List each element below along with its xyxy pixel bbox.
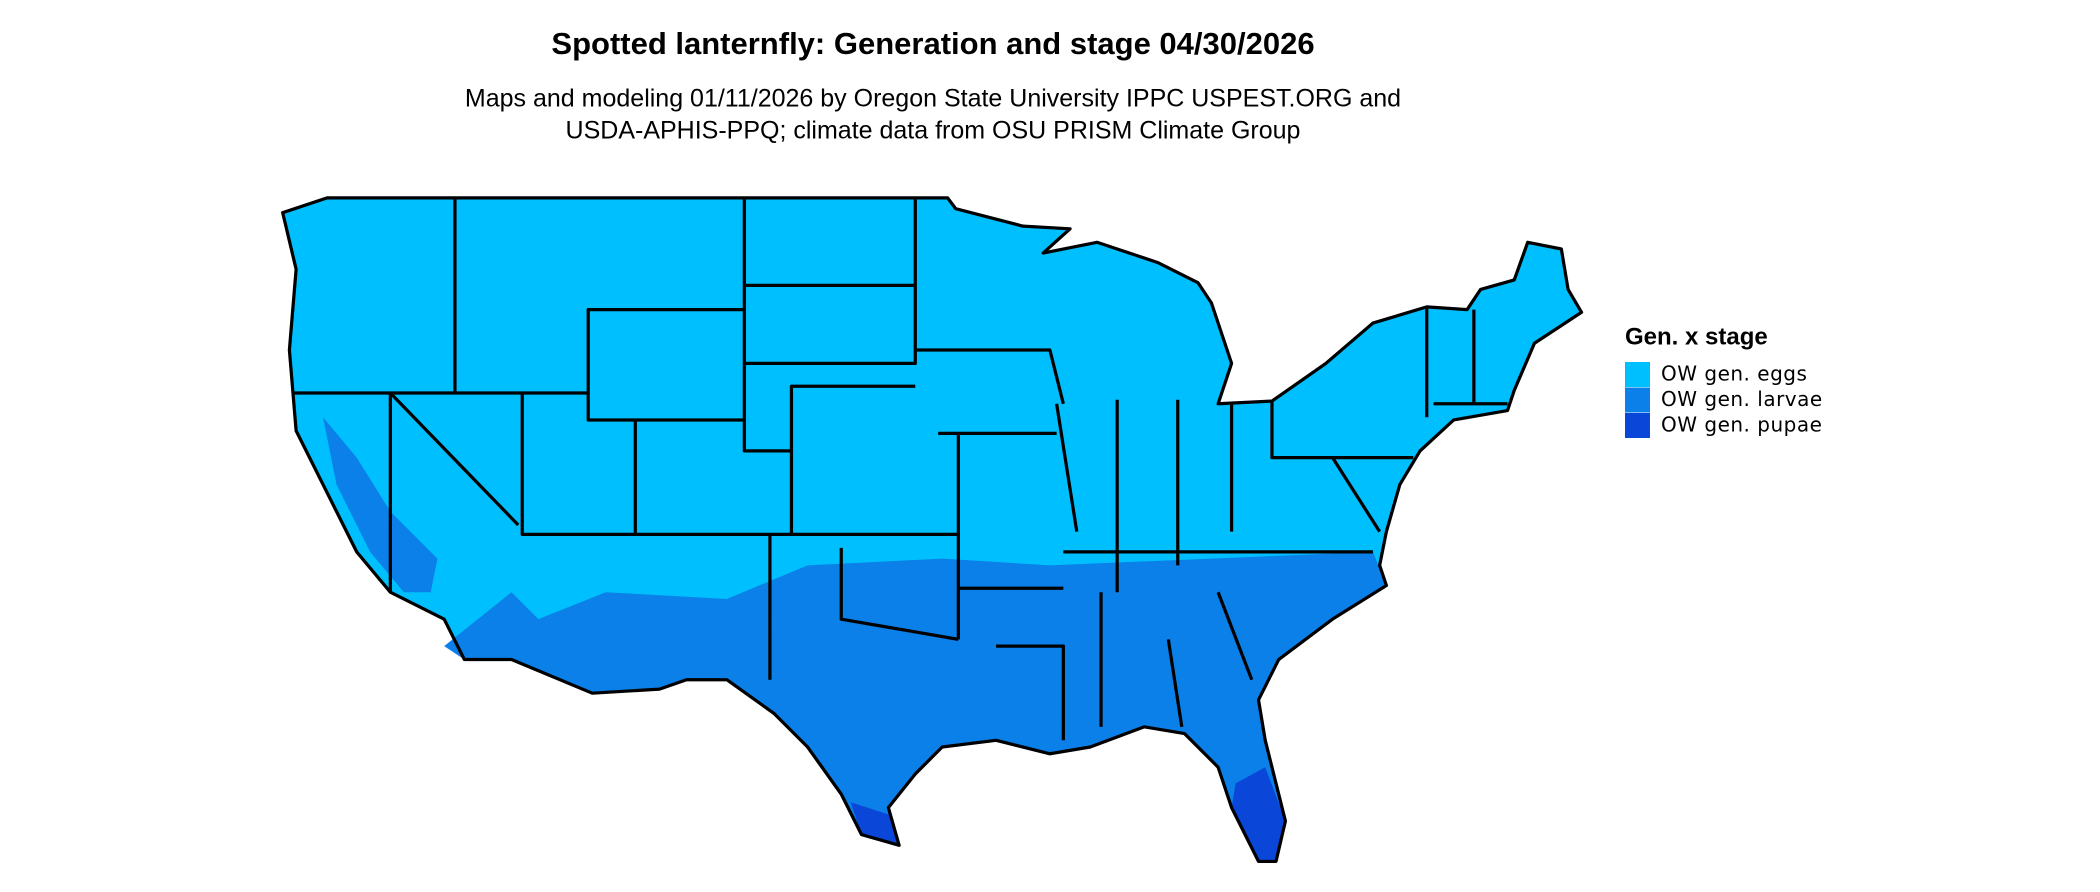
region-larvae [323, 417, 438, 593]
legend-swatch [1625, 413, 1650, 438]
us-outline [281, 196, 1584, 864]
legend-label: OW gen. pupae [1661, 413, 1822, 437]
region-pupae [1231, 767, 1286, 862]
legend-swatch [1625, 362, 1650, 387]
legend-label: OW gen. eggs [1661, 362, 1807, 386]
state-borders [293, 197, 1508, 741]
map-subtitle: Maps and modeling 01/11/2026 by Oregon S… [465, 85, 1401, 113]
legend-swatch [1625, 387, 1650, 413]
region-larvae [444, 551, 1387, 862]
legend-title: Gen. x stage [1625, 323, 1768, 350]
legend-label: OW gen. larvae [1661, 387, 1823, 411]
map-title: Spotted lanternfly: Generation and stage… [551, 26, 1314, 61]
us-map [281, 196, 1584, 864]
map-subtitle: USDA-APHIS-PPQ; climate data from OSU PR… [566, 117, 1301, 145]
